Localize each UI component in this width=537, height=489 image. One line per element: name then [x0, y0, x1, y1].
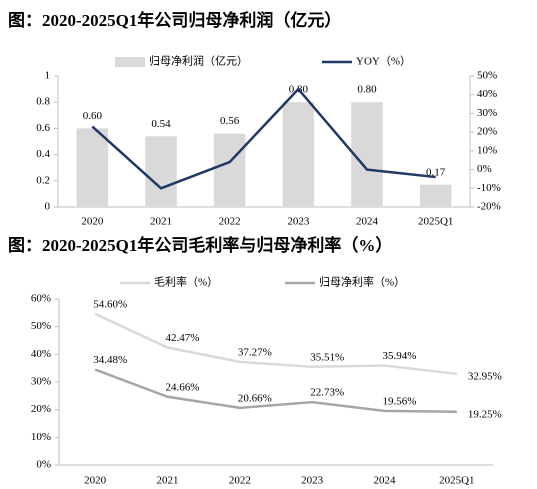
- data-label: 24.66%: [166, 381, 200, 393]
- legend-label: 归母净利率（%）: [319, 275, 405, 289]
- chart-title: 图：2020-2025Q1年公司毛利率与归母净利率（%）: [8, 235, 392, 255]
- data-label: 54.60%: [93, 298, 127, 310]
- data-label: 35.94%: [383, 350, 417, 362]
- y-tick-label: 1: [45, 70, 51, 82]
- line: [91, 87, 436, 190]
- y2-tick-label: -10%: [477, 182, 501, 194]
- bar: [213, 133, 246, 207]
- line: [94, 312, 457, 376]
- x-tick-label: 2021: [150, 216, 172, 228]
- bar: [351, 102, 383, 207]
- bar: [76, 128, 109, 207]
- x-tick-label: 2023: [301, 475, 324, 487]
- y-tick-label: 0%: [36, 459, 51, 471]
- legend-label: 毛利率（%）: [154, 275, 218, 289]
- legend-label: 归母净利润（亿元）: [149, 54, 248, 68]
- y2-tick-label: 30%: [477, 107, 497, 119]
- data-label: 22.73%: [310, 387, 344, 399]
- y-tick-label: 50%: [31, 320, 51, 332]
- y2-tick-label: 10%: [477, 144, 497, 156]
- data-label: 0.80: [357, 84, 377, 96]
- data-label: 35.51%: [310, 351, 344, 363]
- bar: [282, 102, 315, 207]
- x-tick-label: 2020: [84, 475, 107, 487]
- y-tick-label: 0.2: [36, 174, 50, 186]
- y2-tick-label: 40%: [477, 88, 497, 100]
- y2-tick-label: 20%: [477, 126, 497, 138]
- y-tick-label: 10%: [31, 431, 51, 443]
- y-tick-label: 0.8: [36, 96, 50, 108]
- x-tick-label: 2021: [157, 475, 179, 487]
- data-label: 19.25%: [468, 408, 502, 420]
- x-tick-label: 2025Q1: [418, 216, 453, 228]
- y-tick-label: 0.6: [36, 122, 50, 134]
- y2-tick-label: 0%: [477, 163, 492, 175]
- bar: [145, 136, 177, 207]
- y2-tick-label: 50%: [477, 70, 497, 82]
- x-tick-label: 2022: [229, 475, 251, 487]
- legend-label: YOY（%）: [356, 55, 411, 68]
- y-tick-label: 40%: [31, 348, 51, 360]
- x-tick-label: 2024: [374, 475, 397, 487]
- data-label: 0.17: [426, 166, 446, 178]
- y-tick-label: 0: [45, 201, 51, 213]
- y-tick-label: 60%: [31, 293, 51, 305]
- x-tick-label: 2023: [287, 216, 310, 228]
- y2-tick-label: -20%: [477, 201, 501, 213]
- legend-swatch: [115, 57, 145, 67]
- x-tick-label: 2020: [81, 216, 104, 228]
- line: [94, 368, 457, 413]
- data-label: 0.56: [220, 115, 240, 127]
- x-tick-label: 2025Q1: [439, 475, 474, 487]
- data-label: 0.54: [151, 118, 171, 130]
- data-label: 0.60: [83, 110, 103, 122]
- x-tick-label: 2022: [219, 216, 241, 228]
- data-label: 42.47%: [166, 332, 200, 344]
- x-tick-label: 2024: [356, 216, 379, 228]
- data-label: 32.95%: [468, 370, 502, 382]
- data-label: 34.48%: [93, 354, 127, 366]
- data-label: 20.66%: [238, 392, 272, 404]
- bar: [419, 184, 452, 207]
- y-tick-label: 30%: [31, 376, 51, 388]
- y-tick-label: 0.4: [36, 148, 50, 160]
- y-tick-label: 20%: [31, 403, 51, 415]
- chart-title: 图：2020-2025Q1年公司归母净利润（亿元）: [8, 10, 341, 30]
- data-label: 19.56%: [383, 395, 417, 407]
- data-label: 37.27%: [238, 346, 272, 358]
